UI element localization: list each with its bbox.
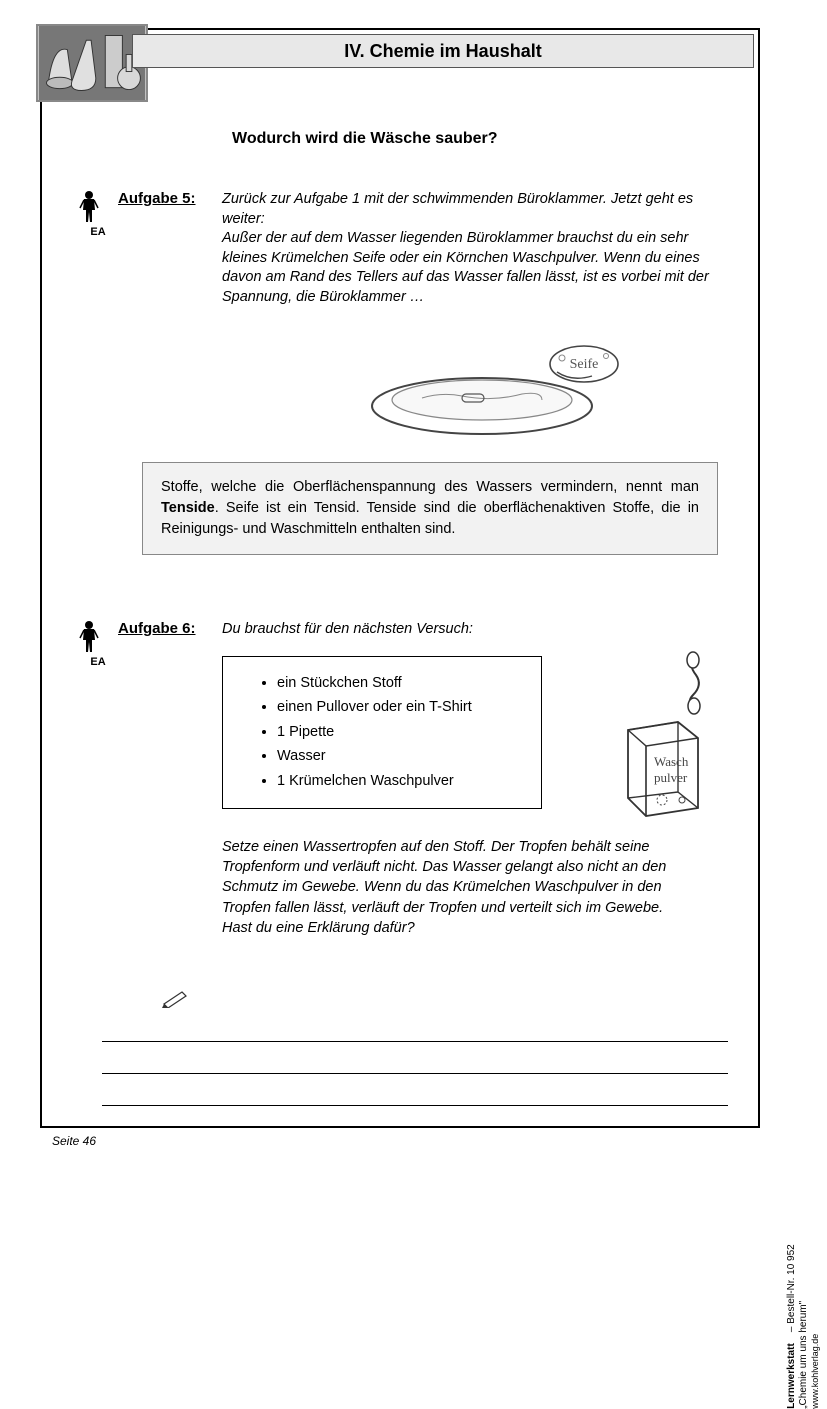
answer-lines[interactable] <box>102 1010 728 1106</box>
svg-text:Wasch: Wasch <box>654 754 689 769</box>
task-6-label: Aufgabe 6: <box>118 620 222 637</box>
answer-line[interactable] <box>102 1010 728 1042</box>
chapter-title: IV. Chemie im Haushalt <box>344 41 541 62</box>
side-title: Lernwerkstatt <box>786 1343 797 1409</box>
worksheet-subtitle: Wodurch wird die Wäsche sauber? <box>232 130 498 148</box>
person-standing-icon <box>78 620 100 654</box>
task-5-label: Aufgabe 5: <box>118 190 222 207</box>
side-publication-info: Lernwerkstatt – Bestell-Nr. 10 952 „Chem… <box>786 1109 821 1409</box>
material-item: 1 Krümelchen Waschpulver <box>277 769 523 794</box>
person-standing-icon <box>78 190 100 224</box>
task-6-intro: Du brauchst für den nächsten Versuch: <box>222 620 728 640</box>
task-5-block: EA Aufgabe 5: Zurück zur Aufgabe 1 mit d… <box>78 190 728 307</box>
info-pre: Stoffe, welche die Oberflächenspannung d… <box>161 479 699 495</box>
answer-line[interactable] <box>102 1042 728 1074</box>
task-5-text: Zurück zur Aufgabe 1 mit der schwimmende… <box>222 190 728 307</box>
answer-line[interactable] <box>102 1074 728 1106</box>
side-url: www.kohlverlag.de <box>810 1334 820 1409</box>
page-number: Seite 46 <box>52 1134 96 1148</box>
side-subtitle: „Chemie um uns herum" <box>798 1301 809 1409</box>
materials-box: ein Stückchen Stoffeinen Pullover oder e… <box>222 656 542 809</box>
ea-label: EA <box>78 656 118 668</box>
soap-plate-illustration: Seife <box>362 334 642 444</box>
side-order: – Bestell-Nr. 10 952 <box>786 1244 797 1332</box>
tenside-info-box: Stoffe, welche die Oberflächenspannung d… <box>142 462 718 555</box>
svg-text:Seife: Seife <box>570 357 599 372</box>
material-item: einen Pullover oder ein T-Shirt <box>277 695 523 720</box>
svg-text:pulver: pulver <box>654 770 688 785</box>
material-item: ein Stückchen Stoff <box>277 671 523 696</box>
materials-list: ein Stückchen Stoffeinen Pullover oder e… <box>259 671 523 794</box>
material-item: 1 Pipette <box>277 720 523 745</box>
worksheet-page: IV. Chemie im Haushalt Wodurch wird die … <box>40 28 760 1128</box>
ea-label: EA <box>78 226 118 238</box>
chapter-header: IV. Chemie im Haushalt <box>132 34 754 68</box>
task-6-instructions: Setze einen Wassertropfen auf den Stoff.… <box>222 837 672 938</box>
material-item: Wasser <box>277 744 523 769</box>
info-post: . Seife ist ein Tensid. Tenside sind die… <box>161 500 699 537</box>
pencil-icon <box>162 988 190 1008</box>
info-bold: Tenside <box>161 500 215 516</box>
waschpulver-illustration: Wasch pulver <box>598 650 728 820</box>
